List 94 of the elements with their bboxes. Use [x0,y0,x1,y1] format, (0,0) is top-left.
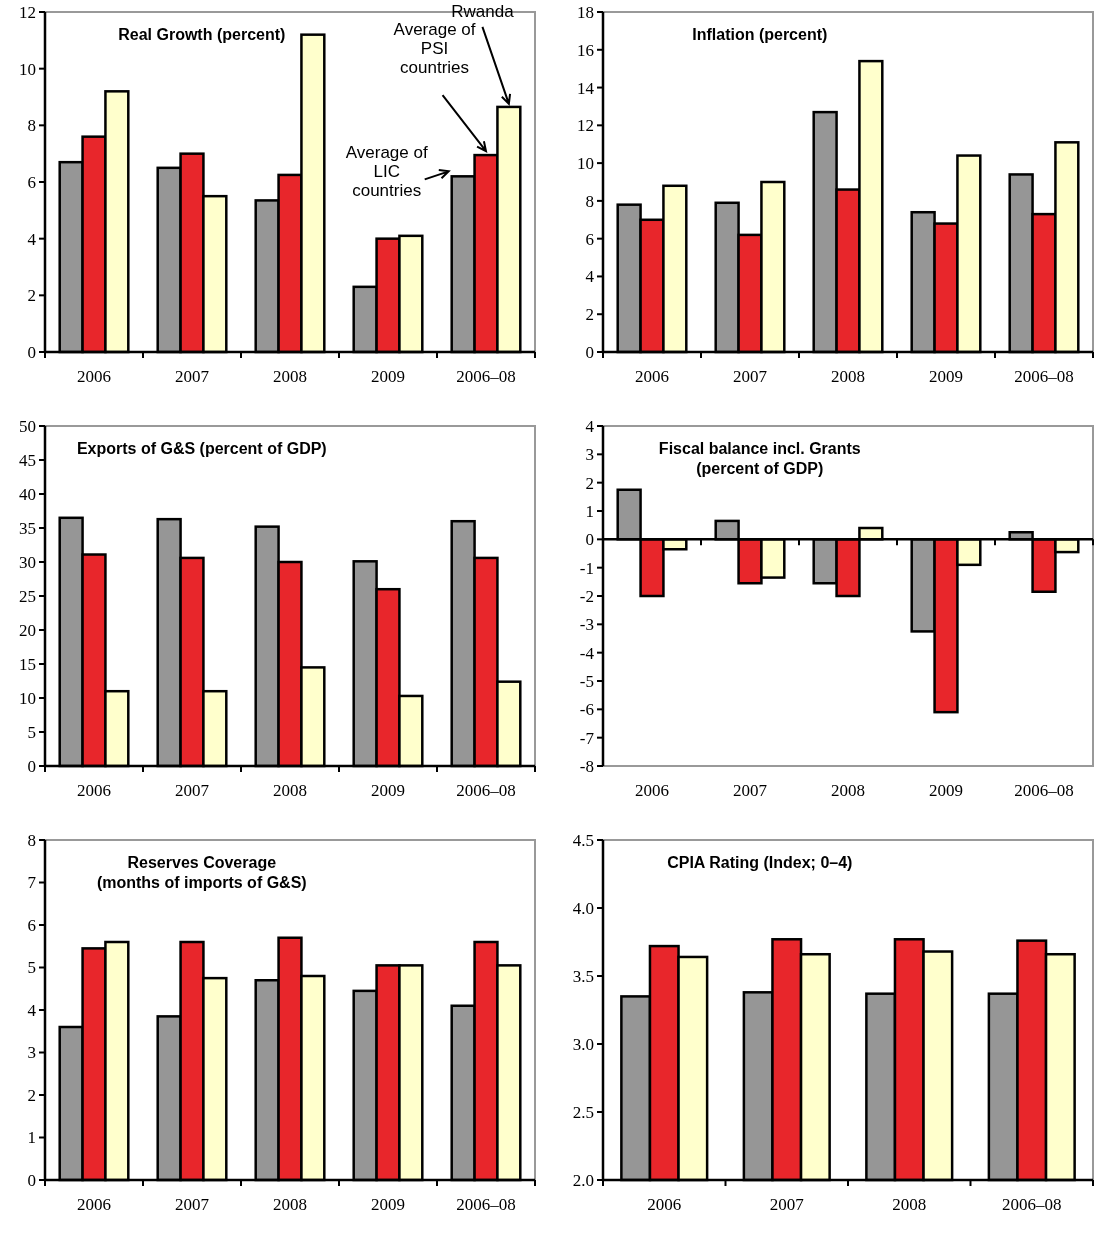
x-tick-label: 2006 [77,781,111,800]
y-tick-label: 1 [27,1128,36,1148]
x-tick-label: 2008 [831,781,865,800]
y-tick-label: 18 [577,2,594,22]
y-tick-label: 4 [27,1000,37,1020]
text: Exports of G&S (percent of GDP) [76,440,327,457]
y-tick-label: 25 [19,586,36,606]
y-tick-label: -1 [579,558,594,578]
text: Reserves Coverage (months of imports of G&S) [96,854,307,891]
y-tick-label: 14 [577,78,595,98]
y-tick-label: 4.5 [572,830,594,850]
y-tick-label: 3 [27,1043,36,1063]
y-tick-label: 50 [19,416,36,436]
x-tick-label: 2006 [77,367,111,386]
y-tick-label: 15 [19,654,36,674]
x-tick-label: 2006–08 [456,1195,516,1214]
x-tick-label: 2009 [929,367,963,386]
y-tick-label: -4 [579,643,595,663]
text: Real Growth (percent) [118,26,286,43]
y-tick-label: 45 [19,450,36,470]
y-tick-label: 0 [585,342,594,362]
x-tick-label: 2007 [769,1195,805,1214]
y-tick-label: 7 [27,873,37,893]
x-tick-label: 2008 [273,781,307,800]
y-tick-label: 4 [585,416,595,436]
x-tick-label: 2009 [929,781,963,800]
x-tick-label: 2006 [647,1195,682,1214]
y-tick-label: 16 [577,40,594,60]
y-tick-label: 0 [27,1170,36,1190]
text: Fiscal balance incl. Grants (percent of GDP) [658,440,861,477]
y-tick-label: 4.0 [572,898,594,918]
y-tick-label: 6 [585,229,594,249]
y-tick-label: 0 [27,756,36,776]
y-tick-label: 6 [27,172,36,192]
x-tick-label: 2008 [273,1195,307,1214]
text: Average of PSI countries [393,20,476,78]
x-tick-label: 2007 [733,781,768,800]
y-tick-label: -5 [579,671,594,691]
x-tick-label: 2007 [175,1195,210,1214]
x-tick-label: 2006–08 [456,781,516,800]
x-tick-label: 2006–08 [1014,781,1074,800]
x-tick-label: 2006 [635,781,669,800]
y-tick-label: 5 [27,722,36,742]
x-tick-label: 2007 [175,781,210,800]
text: Rwanda [451,1,515,21]
x-tick-label: 2007 [733,367,768,386]
x-tick-label: 2009 [371,781,405,800]
y-tick-label: 6 [27,915,36,935]
text: CPIA Rating (Index; 0–4) [667,854,853,871]
y-tick-label: 1 [585,501,594,521]
y-tick-label: 10 [19,688,36,708]
x-tick-label: 2008 [892,1195,927,1214]
x-tick-label: 2006 [635,367,669,386]
y-tick-label: 30 [19,552,36,572]
legend-label: Average of LIC countries [345,143,428,201]
y-tick-label: 2 [585,305,594,325]
y-tick-label: 10 [577,154,594,174]
y-tick-label: 12 [577,116,594,136]
y-tick-label: -6 [579,700,594,720]
y-tick-label: 8 [585,191,594,211]
x-tick-label: 2006–08 [456,367,516,386]
x-tick-label: 2009 [371,367,405,386]
y-tick-label: 0 [27,342,36,362]
y-tick-label: 2 [27,286,36,306]
y-tick-label: 2 [27,1085,36,1105]
y-tick-label: 0 [585,530,594,550]
y-tick-label: 4 [27,229,37,249]
y-tick-label: 8 [27,116,36,136]
x-tick-label: 2006–08 [1014,367,1074,386]
y-tick-label: 4 [585,267,595,287]
y-tick-label: 2.5 [572,1102,594,1122]
y-tick-label: 2 [585,473,594,493]
x-tick-label: 2008 [273,367,307,386]
x-tick-label: 2006–08 [1002,1195,1062,1214]
y-tick-label: -8 [579,756,594,776]
y-tick-label: -2 [579,586,594,606]
text: Inflation (percent) [692,26,828,43]
x-tick-label: 2009 [371,1195,405,1214]
y-tick-label: -3 [579,615,594,635]
y-tick-label: 12 [19,2,36,22]
x-tick-label: 2006 [77,1195,111,1214]
y-tick-label: 35 [19,518,36,538]
y-tick-label: 2.0 [572,1170,594,1190]
y-tick-label: -7 [579,728,595,748]
x-tick-label: 2007 [175,367,210,386]
y-tick-label: 10 [19,59,36,79]
y-tick-label: 20 [19,620,36,640]
y-tick-label: 3 [585,445,594,465]
y-tick-label: 3.0 [572,1034,594,1054]
y-tick-label: 40 [19,484,36,504]
x-tick-label: 2008 [831,367,865,386]
y-tick-label: 8 [27,830,36,850]
y-tick-label: 5 [27,958,36,978]
y-tick-label: 3.5 [572,966,594,986]
